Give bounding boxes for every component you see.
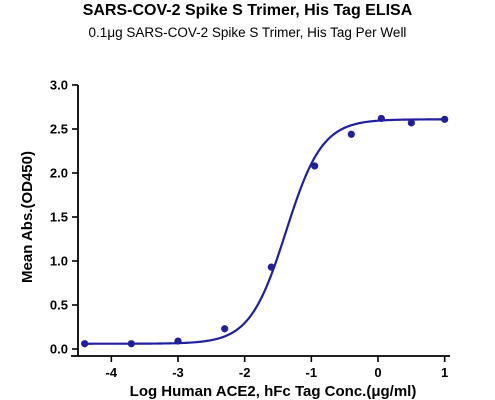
data-point — [377, 114, 385, 123]
x-tick-label: 1 — [441, 365, 448, 380]
y-tick-label: 2.0 — [50, 166, 68, 181]
data-points — [81, 114, 449, 348]
x-tick-label: 0 — [374, 365, 381, 380]
data-point — [441, 115, 449, 123]
y-tick-label: 2.5 — [50, 122, 68, 137]
data-point — [221, 325, 229, 333]
y-tick-label: 3.0 — [50, 78, 68, 93]
x-tick-label: -1 — [306, 365, 318, 380]
data-point — [267, 263, 275, 271]
x-axis-label: Log Human ACE2, hFc Tag Conc.(μg/ml) — [130, 383, 417, 400]
y-tick-label: 1.0 — [50, 254, 68, 269]
fit-curve — [84, 118, 445, 345]
data-point — [127, 340, 135, 348]
x-tick-label: -2 — [239, 365, 251, 380]
y-axis-label: Mean Abs.(OD450) — [19, 151, 36, 283]
data-point — [174, 337, 182, 345]
y-tick-label: 0.0 — [50, 342, 68, 357]
data-point — [407, 119, 415, 127]
axes — [71, 85, 450, 357]
y-tick-label: 0.5 — [50, 298, 68, 313]
data-point — [347, 130, 355, 138]
chart-title: SARS-COV-2 Spike S Trimer, His Tag ELISA — [82, 2, 413, 19]
chart-subtitle: 0.1μg SARS-COV-2 Spike S Trimer, His Tag… — [88, 25, 407, 40]
y-axis-ticks: 0.0 0.5 1.0 1.5 2.0 2.5 3.0 — [50, 78, 78, 357]
y-tick-label: 1.5 — [50, 210, 68, 225]
x-tick-label: -3 — [172, 365, 184, 380]
data-point — [311, 162, 319, 170]
x-tick-label: -4 — [106, 365, 118, 380]
x-axis-ticks: -4 -3 -2 -1 0 1 — [106, 356, 448, 380]
data-point — [81, 340, 89, 348]
fit-curve-group — [84, 118, 445, 345]
